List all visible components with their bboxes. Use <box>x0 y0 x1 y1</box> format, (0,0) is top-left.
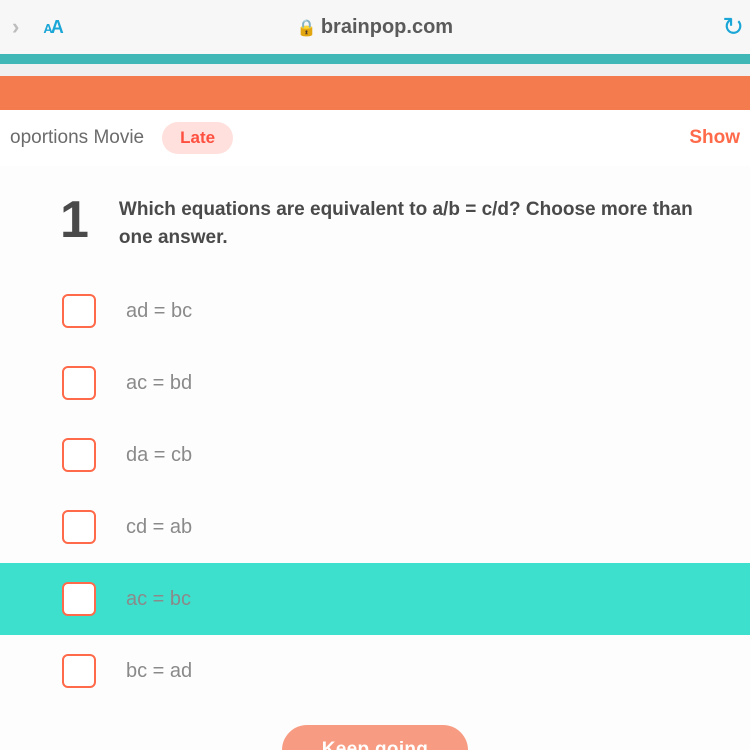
text-size-control[interactable]: AA <box>43 17 61 38</box>
answer-checkbox[interactable] <box>62 438 96 472</box>
answer-label: ac = bd <box>126 372 192 395</box>
question-number: 1 <box>60 194 89 246</box>
url-display: 🔒brainpop.com <box>0 16 750 39</box>
answer-checkbox[interactable] <box>62 510 96 544</box>
question-content: 1 Which equations are equivalent to a/b … <box>0 166 750 750</box>
answer-label: da = cb <box>126 444 192 467</box>
answers-list: ad = bc ac = bd da = cb cd = ab ac = bc bc = … <box>0 275 750 707</box>
late-badge: Late <box>162 122 233 154</box>
breadcrumb-title: oportions Movie <box>10 127 144 149</box>
answer-label: cd = ab <box>126 516 192 539</box>
teal-divider <box>0 54 750 64</box>
back-chevron-icon[interactable]: › <box>12 14 19 40</box>
answer-option[interactable]: ac = bc <box>0 563 750 635</box>
url-domain: brainpop.com <box>321 16 453 38</box>
answer-label: ad = bc <box>126 300 192 323</box>
answer-checkbox[interactable] <box>62 294 96 328</box>
browser-address-bar: › AA 🔒brainpop.com ↻ <box>0 0 750 54</box>
answer-checkbox[interactable] <box>62 366 96 400</box>
answer-option[interactable]: ad = bc <box>62 275 750 347</box>
text-size-small-a: A <box>43 21 50 36</box>
answer-option[interactable]: cd = ab <box>62 491 750 563</box>
lock-icon: 🔒 <box>297 20 317 37</box>
breadcrumb-bar: oportions Movie Late Show <box>0 110 750 166</box>
answer-checkbox[interactable] <box>62 654 96 688</box>
question-row: 1 Which equations are equivalent to a/b … <box>0 194 750 275</box>
answer-checkbox[interactable] <box>62 582 96 616</box>
question-text: Which equations are equivalent to a/b = … <box>119 194 720 251</box>
show-link[interactable]: Show <box>689 127 740 149</box>
answer-option[interactable]: ac = bd <box>62 347 750 419</box>
text-size-large-a: A <box>51 17 62 37</box>
keep-going-button[interactable]: Keep going <box>282 725 468 750</box>
answer-option[interactable]: bc = ad <box>62 635 750 707</box>
answer-label: bc = ad <box>126 660 192 683</box>
answer-label: ac = bc <box>126 588 191 611</box>
refresh-icon[interactable]: ↻ <box>722 12 744 43</box>
answer-option[interactable]: da = cb <box>62 419 750 491</box>
orange-header-bar <box>0 76 750 110</box>
